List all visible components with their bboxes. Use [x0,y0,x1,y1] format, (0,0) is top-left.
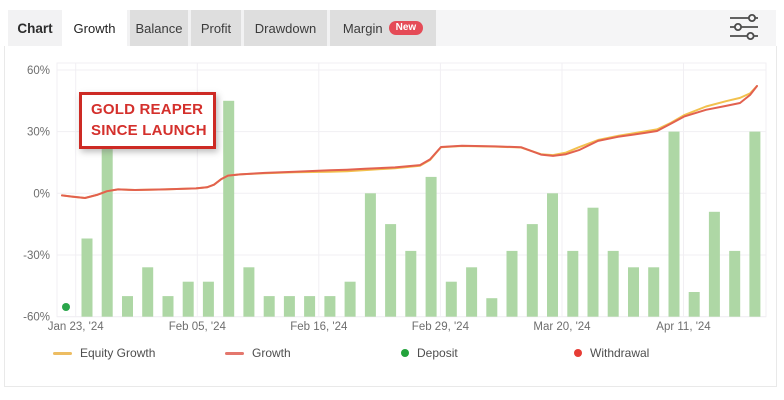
annotation-box: GOLD REAPER SINCE LAUNCH [79,92,216,149]
tab-profit[interactable]: Profit [191,10,241,46]
legend-withdrawal-label: Withdrawal [590,346,650,360]
deposit-dot-swatch [401,349,409,357]
withdrawal-dot-swatch [574,349,582,357]
tab-margin-label: Margin [342,20,383,36]
annotation-line1: GOLD REAPER [91,101,204,118]
legend-deposit: Deposit [401,346,458,360]
tab-chart[interactable]: Chart [17,20,53,36]
chart-settings-button[interactable] [712,10,776,46]
legend-growth: Growth [225,346,291,360]
tabbar-spacer [436,10,712,46]
growth-swatch [225,351,244,355]
sliders-icon [729,13,759,44]
tab-drawdown[interactable]: Drawdown [244,10,327,46]
tab-growth[interactable]: Growth [62,10,127,46]
legend-equity-growth: Equity Growth [53,346,155,360]
legend-deposit-label: Deposit [417,346,458,360]
tab-margin[interactable]: Margin New [330,10,436,46]
legend-equity-growth-label: Equity Growth [80,346,156,360]
tab-balance[interactable]: Balance [130,10,188,46]
legend-growth-label: Growth [252,346,291,360]
equity-growth-swatch [53,351,72,355]
tab-bar: Chart Growth Balance Profit Drawdown Mar… [8,10,776,46]
legend-withdrawal: Withdrawal [574,346,649,360]
new-badge: New [388,21,424,35]
annotation-line2: SINCE LAUNCH [91,122,207,139]
